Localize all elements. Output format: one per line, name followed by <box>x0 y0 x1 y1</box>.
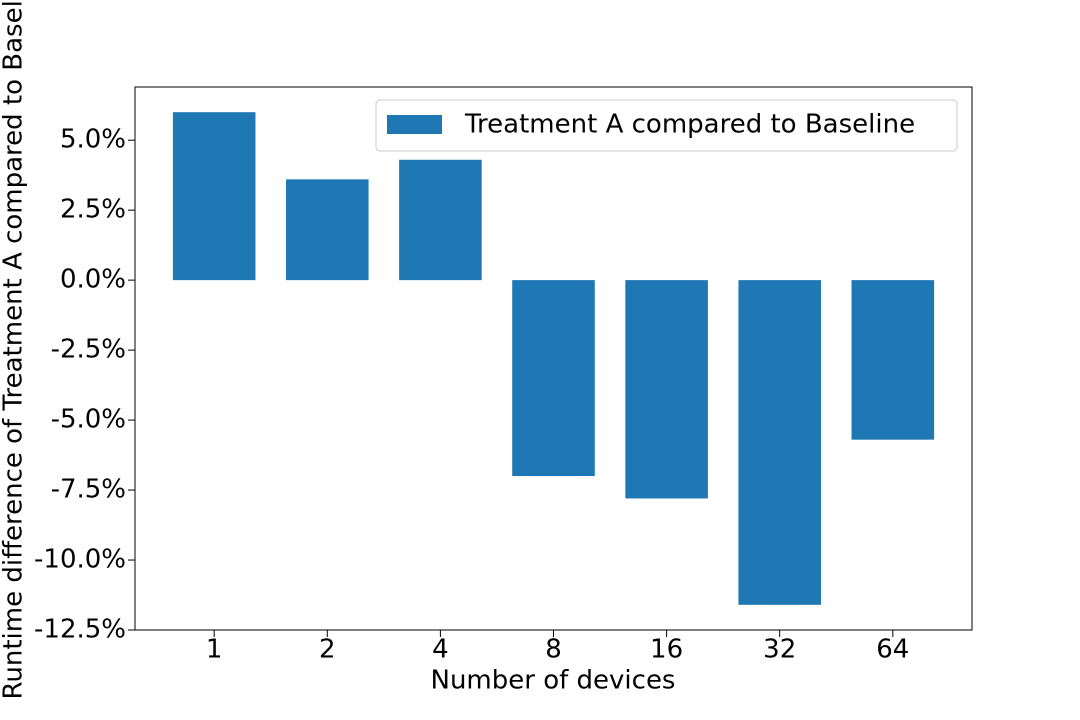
y-tick-label: -12.5% <box>34 615 126 645</box>
y-tick-label: 5.0% <box>60 125 126 155</box>
y-tick-label: 0.0% <box>60 265 126 295</box>
plot-frame <box>134 86 973 631</box>
x-tick-label: 16 <box>650 635 683 665</box>
legend-box <box>375 99 958 152</box>
y-tick-label: -7.5% <box>51 475 126 505</box>
x-tick-label: 1 <box>206 635 223 665</box>
bar <box>512 280 595 477</box>
x-tick-label: 8 <box>545 635 562 665</box>
x-tick-label: 2 <box>319 635 336 665</box>
x-tick-label: 4 <box>432 635 449 665</box>
bar <box>851 280 935 440</box>
bar <box>399 159 482 281</box>
y-tick-label: -10.0% <box>34 545 126 575</box>
x-tick-label: 32 <box>763 635 796 665</box>
x-axis-label: Number of devices <box>431 666 676 696</box>
legend-label: Treatment A compared to Baseline <box>464 110 915 140</box>
y-axis-label: Runtime difference of Treatment A compar… <box>0 0 29 700</box>
bar <box>285 179 369 281</box>
y-tick-label: -2.5% <box>51 335 126 365</box>
x-tick-label: 64 <box>876 635 909 665</box>
y-tick-label: -5.0% <box>51 405 126 435</box>
bar <box>172 112 256 281</box>
bar <box>738 280 822 605</box>
y-tick-label: 2.5% <box>60 195 126 225</box>
legend-swatch <box>387 115 442 134</box>
bar <box>625 280 708 499</box>
